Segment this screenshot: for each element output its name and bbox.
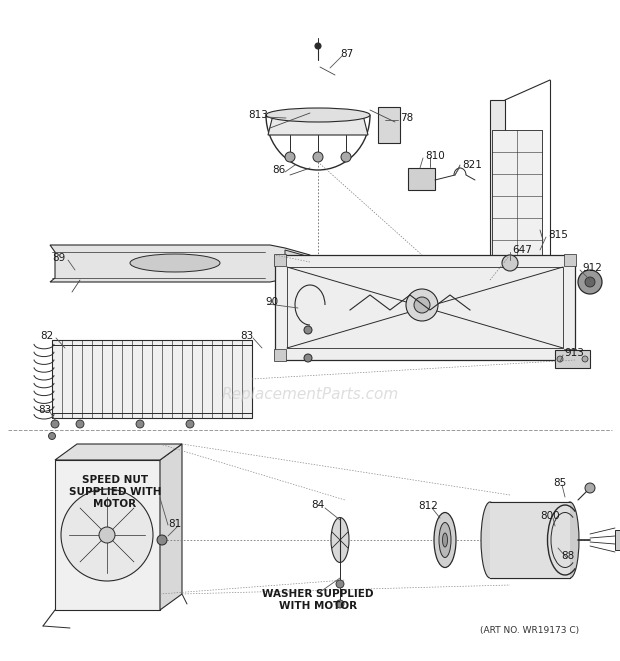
Circle shape — [136, 420, 144, 428]
Text: 85: 85 — [554, 478, 567, 488]
Text: 913: 913 — [564, 348, 584, 358]
Text: 800: 800 — [540, 511, 560, 521]
Text: 83: 83 — [38, 405, 51, 415]
Text: 812: 812 — [418, 501, 438, 511]
Circle shape — [186, 420, 194, 428]
Text: SPEED NUT
SUPPLIED WITH
MOTOR: SPEED NUT SUPPLIED WITH MOTOR — [69, 475, 161, 508]
Text: 83: 83 — [240, 331, 253, 341]
Bar — [274, 254, 286, 266]
Circle shape — [285, 152, 295, 162]
Polygon shape — [490, 502, 570, 578]
Text: 88: 88 — [561, 551, 575, 561]
Ellipse shape — [561, 502, 579, 578]
Bar — [564, 254, 576, 266]
Bar — [615, 530, 620, 550]
Text: 821: 821 — [462, 160, 482, 170]
Polygon shape — [408, 168, 435, 190]
Circle shape — [341, 152, 351, 162]
Bar — [274, 349, 286, 361]
Text: 89: 89 — [52, 253, 65, 263]
Circle shape — [157, 535, 167, 545]
Circle shape — [315, 43, 321, 49]
Circle shape — [61, 489, 153, 581]
Text: 810: 810 — [425, 151, 445, 161]
Text: 87: 87 — [340, 49, 353, 59]
Text: 647: 647 — [512, 245, 532, 255]
Ellipse shape — [331, 518, 349, 563]
Circle shape — [502, 255, 518, 271]
Circle shape — [304, 354, 312, 362]
Ellipse shape — [481, 502, 499, 578]
Polygon shape — [268, 115, 368, 135]
Polygon shape — [160, 444, 182, 610]
Circle shape — [582, 356, 588, 362]
Text: 82: 82 — [40, 331, 53, 341]
Text: 813: 813 — [248, 110, 268, 120]
Polygon shape — [55, 444, 182, 460]
Circle shape — [406, 289, 438, 321]
Polygon shape — [50, 245, 310, 282]
Text: 78: 78 — [400, 113, 414, 123]
Text: (ART NO. WR19173 C): (ART NO. WR19173 C) — [480, 625, 580, 635]
Circle shape — [336, 600, 344, 608]
Ellipse shape — [266, 108, 370, 122]
Circle shape — [313, 152, 323, 162]
Polygon shape — [490, 100, 550, 295]
Text: 912: 912 — [582, 263, 602, 273]
Circle shape — [414, 297, 430, 313]
Ellipse shape — [443, 533, 448, 547]
Polygon shape — [275, 255, 575, 360]
Circle shape — [336, 580, 344, 588]
Text: 90: 90 — [265, 297, 278, 307]
Ellipse shape — [434, 512, 456, 568]
Text: 86: 86 — [272, 165, 285, 175]
Text: ReplacementParts.com: ReplacementParts.com — [221, 387, 399, 403]
Circle shape — [585, 277, 595, 287]
Text: 81: 81 — [169, 519, 182, 529]
Circle shape — [557, 356, 563, 362]
Ellipse shape — [130, 254, 220, 272]
Text: 84: 84 — [311, 500, 325, 510]
Polygon shape — [378, 107, 400, 143]
Polygon shape — [55, 460, 160, 610]
Ellipse shape — [439, 522, 451, 557]
Text: 815: 815 — [548, 230, 568, 240]
Polygon shape — [285, 250, 310, 270]
Circle shape — [585, 483, 595, 493]
Bar — [492, 130, 542, 260]
Circle shape — [99, 527, 115, 543]
Text: WASHER SUPPLIED
WITH MOTOR: WASHER SUPPLIED WITH MOTOR — [262, 589, 374, 611]
Polygon shape — [52, 340, 252, 418]
Bar — [564, 349, 576, 361]
Polygon shape — [555, 350, 590, 368]
Circle shape — [48, 432, 56, 440]
Circle shape — [76, 420, 84, 428]
Circle shape — [51, 420, 59, 428]
Circle shape — [304, 326, 312, 334]
Circle shape — [578, 270, 602, 294]
